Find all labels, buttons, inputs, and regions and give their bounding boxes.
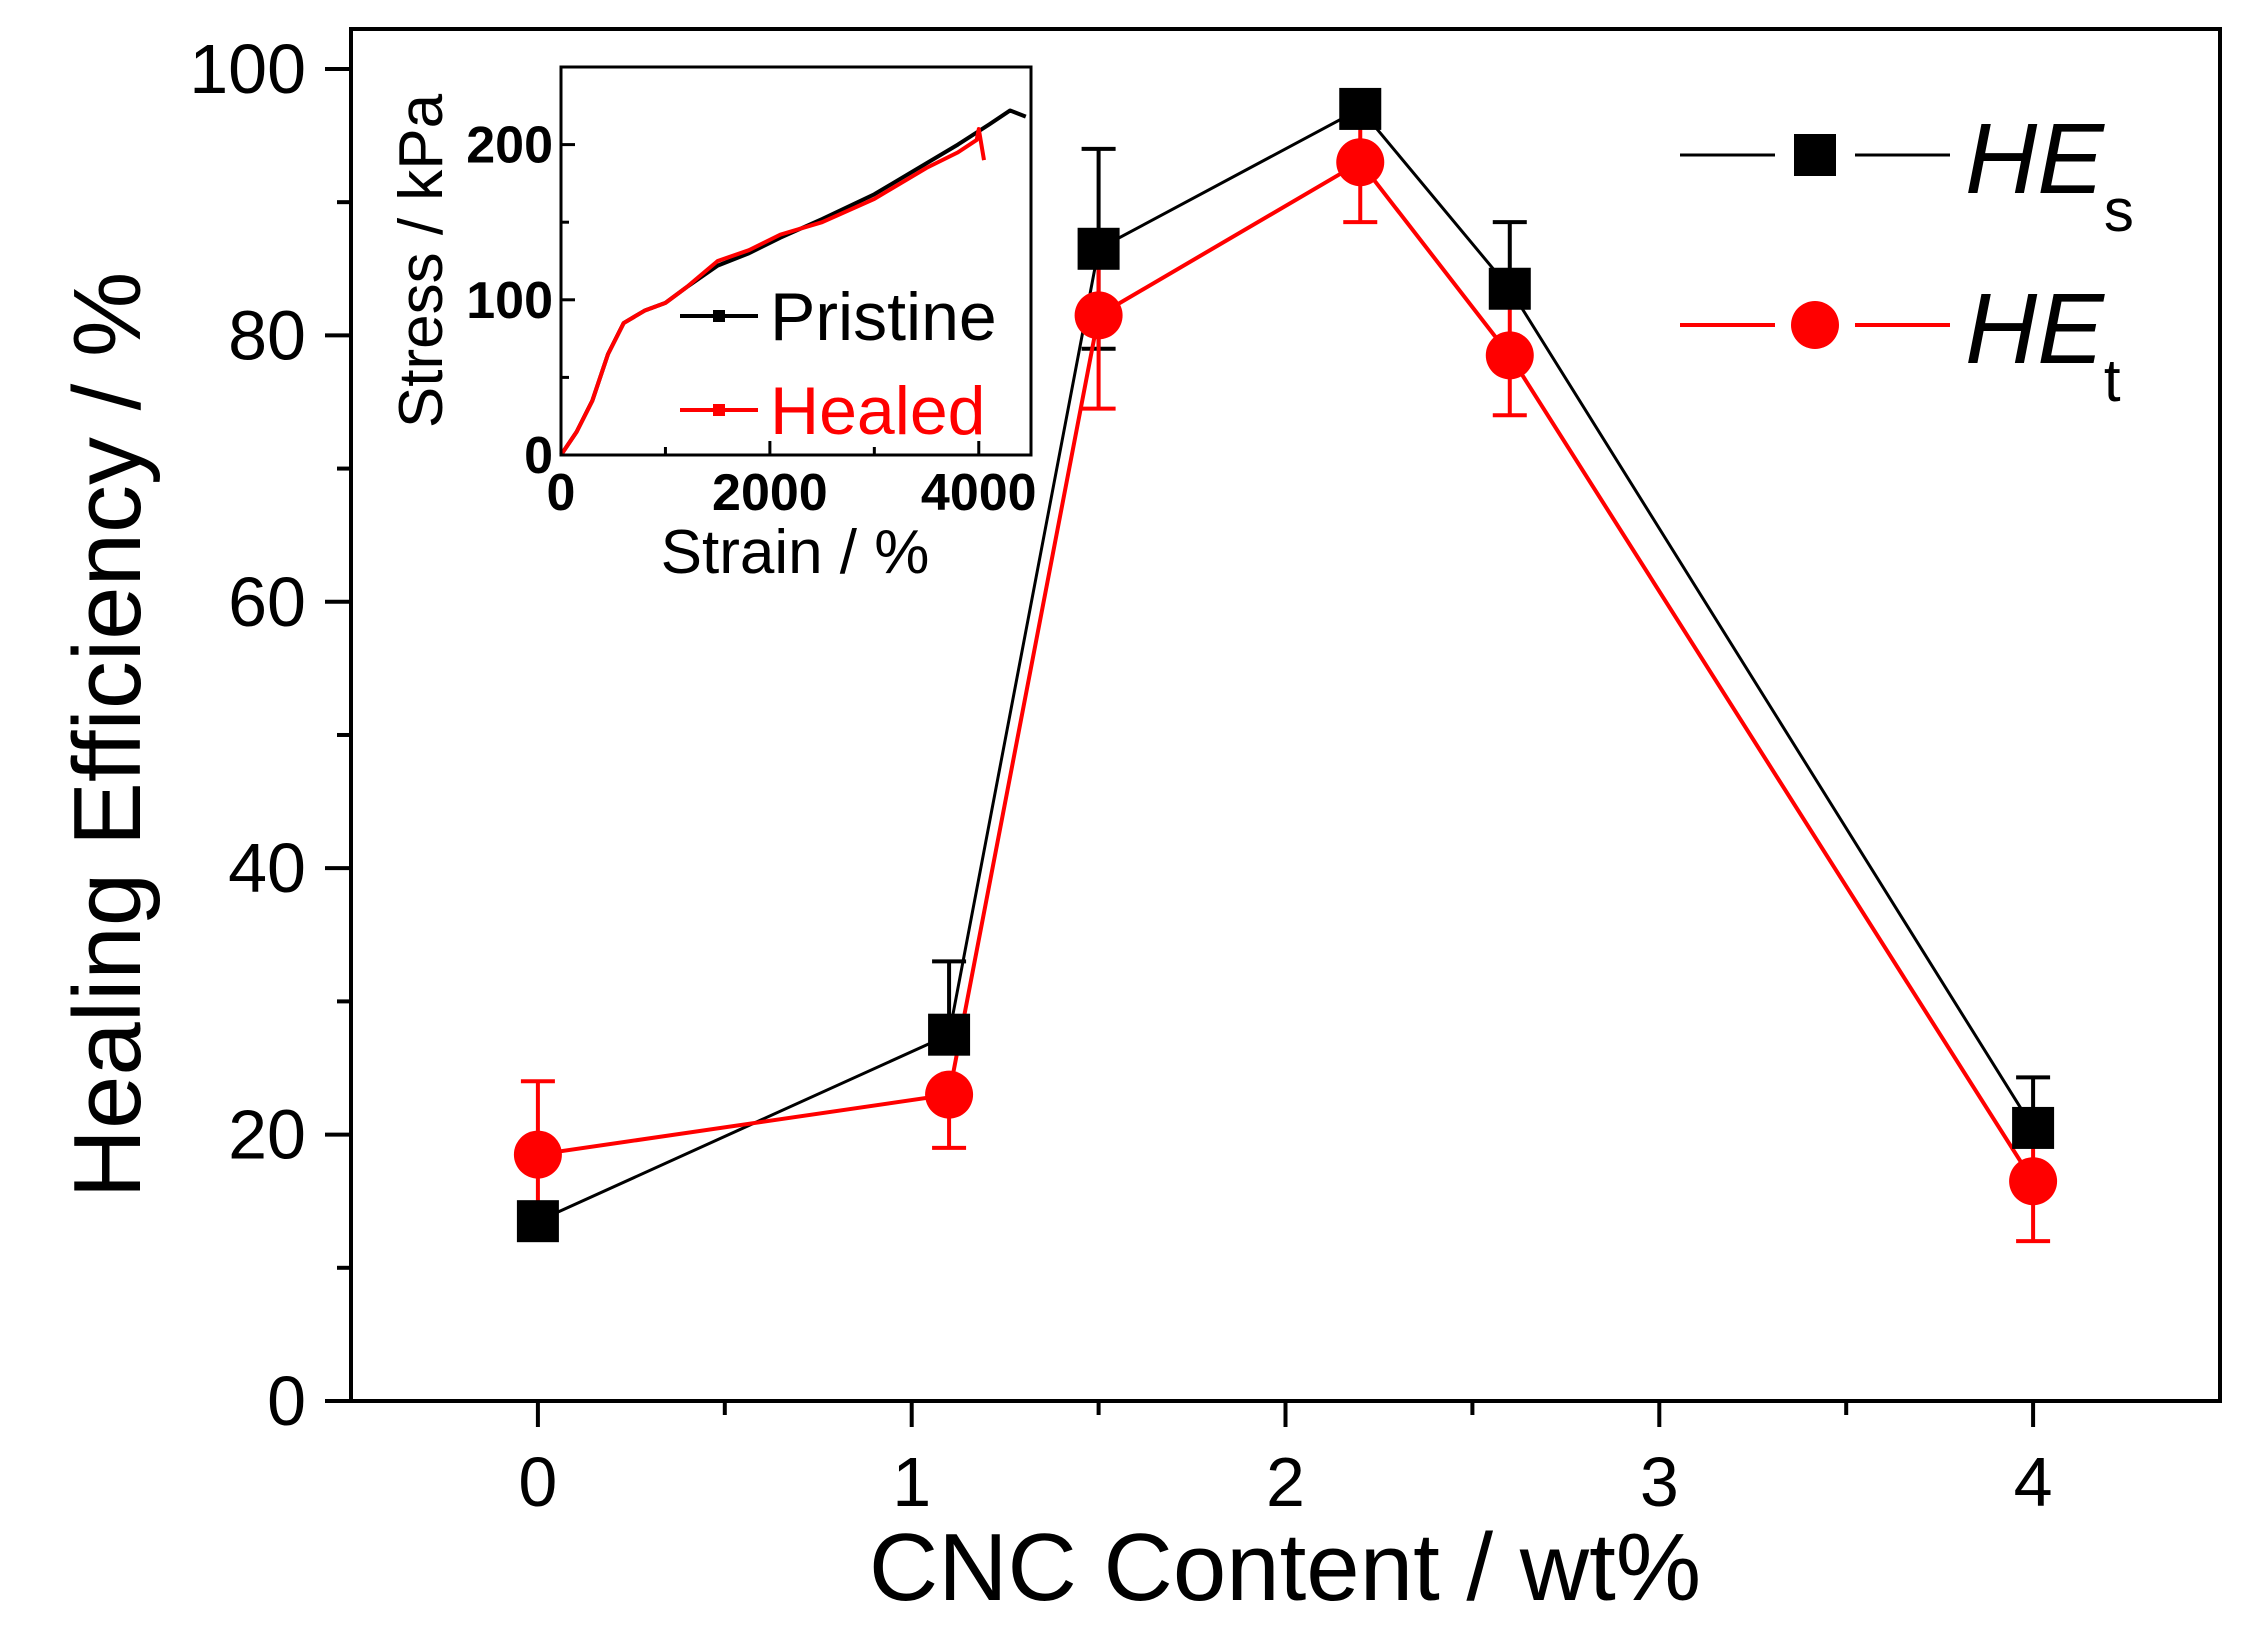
y-tick-label: 60: [228, 563, 306, 641]
data-point-square: [2012, 1106, 2055, 1149]
series-line-he-s: [537, 107, 2035, 1223]
x-tick-label: 2: [1266, 1443, 1305, 1521]
main-series-layer: [513, 87, 2058, 1244]
inset-y-tick-label: 100: [466, 272, 553, 330]
inset-y-axis-title: Stress / kPa: [387, 93, 456, 428]
inset-legend: Pristine Healed: [680, 279, 997, 449]
inset-plot: 0 2000 4000 0 100 200 Strain / % Stress / kPa…: [387, 65, 1037, 587]
inset-axes: 0 2000 4000 0 100 200: [466, 117, 1036, 522]
series-line-he-t: [537, 159, 2035, 1183]
inset-legend-label-healed: Healed: [770, 373, 986, 449]
legend-label-het: HEt: [1965, 273, 2121, 414]
legend-het-name: HE: [1965, 273, 2105, 385]
legend-marker-square: [1794, 134, 1836, 176]
x-tick-label: 0: [518, 1443, 557, 1521]
inset-series-line-healed: [559, 127, 986, 457]
x-tick-label: 3: [1640, 1443, 1679, 1521]
inset-y-tick-label: 0: [524, 427, 553, 485]
data-point-circle: [513, 1130, 562, 1179]
data-point-square: [1488, 267, 1531, 310]
y-tick-label: 20: [228, 1096, 306, 1174]
x-tick-label: 1: [892, 1443, 931, 1521]
data-point-square: [1077, 227, 1120, 270]
inset-x-tick-label: 4000: [921, 464, 1037, 522]
inset-x-tick-label: 0: [547, 464, 576, 522]
data-point-circle: [925, 1070, 974, 1119]
data-point-circle: [1336, 138, 1385, 187]
main-legend: HEs HEt: [1680, 103, 2134, 414]
data-point-circle: [2009, 1157, 2058, 1206]
y-tick-label: 80: [228, 296, 306, 374]
data-point-square: [928, 1013, 971, 1056]
legend-marker-circle: [1791, 301, 1839, 349]
inset-series-layer: [559, 108, 1027, 457]
y-tick-label: 100: [189, 30, 306, 108]
x-axis-title: CNC Content / wt%: [869, 1514, 1701, 1621]
legend-het-subscript: t: [2104, 347, 2121, 414]
y-tick-label: 40: [228, 829, 306, 907]
x-tick-label: 4: [2014, 1443, 2053, 1521]
y-axis-title: Healing Efficiency / %: [54, 272, 161, 1199]
data-point-square: [516, 1200, 559, 1243]
data-point-circle: [1074, 291, 1123, 340]
inset-background: [561, 67, 1031, 455]
data-point-circle: [1485, 331, 1534, 380]
inset-legend-label-pristine: Pristine: [770, 279, 997, 355]
inset-x-axis-title: Strain / %: [661, 518, 930, 587]
inset-plot-frame: [559, 65, 1033, 457]
y-tick-label: 0: [267, 1362, 306, 1440]
legend-hes-name: HE: [1965, 103, 2105, 215]
data-point-square: [1339, 87, 1382, 130]
inset-legend-marker-pristine: [713, 310, 725, 322]
legend-hes-subscript: s: [2104, 177, 2134, 244]
legend-label-hes: HEs: [1965, 103, 2134, 244]
inset-y-tick-label: 200: [466, 117, 553, 175]
inset-legend-marker-healed: [713, 404, 725, 416]
inset-x-tick-label: 2000: [712, 464, 828, 522]
